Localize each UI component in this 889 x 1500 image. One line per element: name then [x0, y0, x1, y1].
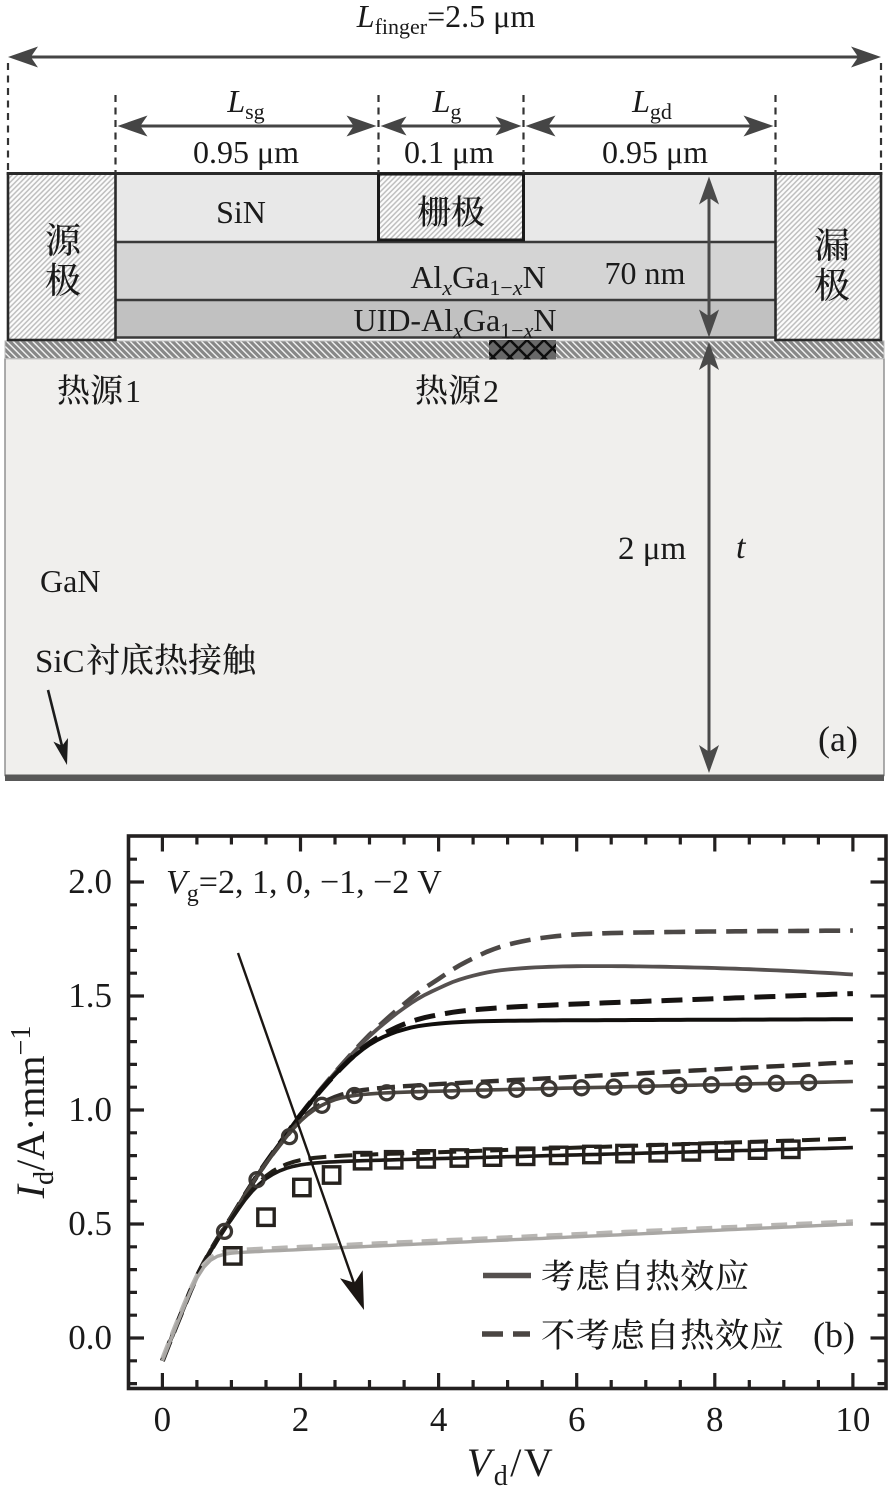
svg-text:0.95 μm: 0.95 μm: [193, 134, 299, 170]
svg-text:0.0: 0.0: [68, 1318, 112, 1357]
svg-text:0.1 μm: 0.1 μm: [404, 134, 494, 170]
svg-text:2.0: 2.0: [68, 862, 112, 901]
svg-text:0.5: 0.5: [68, 1204, 112, 1243]
svg-text:SiN: SiN: [216, 194, 266, 230]
svg-text:2: 2: [483, 373, 499, 409]
svg-text:1.5: 1.5: [68, 976, 112, 1015]
svg-text:SiC: SiC: [35, 644, 85, 680]
svg-text:Id/A·mm−1: Id/A·mm−1: [6, 1026, 60, 1200]
svg-text:2: 2: [292, 1400, 310, 1439]
svg-text:10: 10: [835, 1400, 870, 1439]
svg-text:1: 1: [125, 373, 141, 409]
svg-text:6: 6: [568, 1400, 586, 1439]
svg-text:Lgd: Lgd: [631, 83, 672, 124]
svg-text:(b): (b): [813, 1315, 855, 1355]
svg-text:AlxGa1−xN: AlxGa1−xN: [410, 259, 545, 300]
svg-text:0: 0: [154, 1400, 172, 1439]
svg-text:70 nm: 70 nm: [605, 255, 686, 291]
svg-text:1.0: 1.0: [68, 1090, 112, 1129]
svg-text:4: 4: [430, 1400, 448, 1439]
svg-text:Vg=2, 1, 0, −1, −2 V: Vg=2, 1, 0, −1, −2 V: [166, 864, 442, 907]
svg-text:Lg: Lg: [432, 83, 462, 124]
svg-text:(a): (a): [818, 719, 858, 759]
svg-text:UID-AlxGa1−xN: UID-AlxGa1−xN: [354, 302, 557, 343]
svg-text:t: t: [736, 529, 747, 566]
svg-text:GaN: GaN: [40, 563, 100, 599]
svg-text:Vd/V: Vd/V: [467, 1440, 555, 1492]
svg-text:0.95 μm: 0.95 μm: [602, 134, 708, 170]
svg-text:Lfinger=2.5 μm: Lfinger=2.5 μm: [356, 0, 536, 39]
svg-text:2 μm: 2 μm: [618, 531, 686, 567]
svg-text:8: 8: [706, 1400, 724, 1439]
svg-text:Lsg: Lsg: [226, 83, 264, 124]
